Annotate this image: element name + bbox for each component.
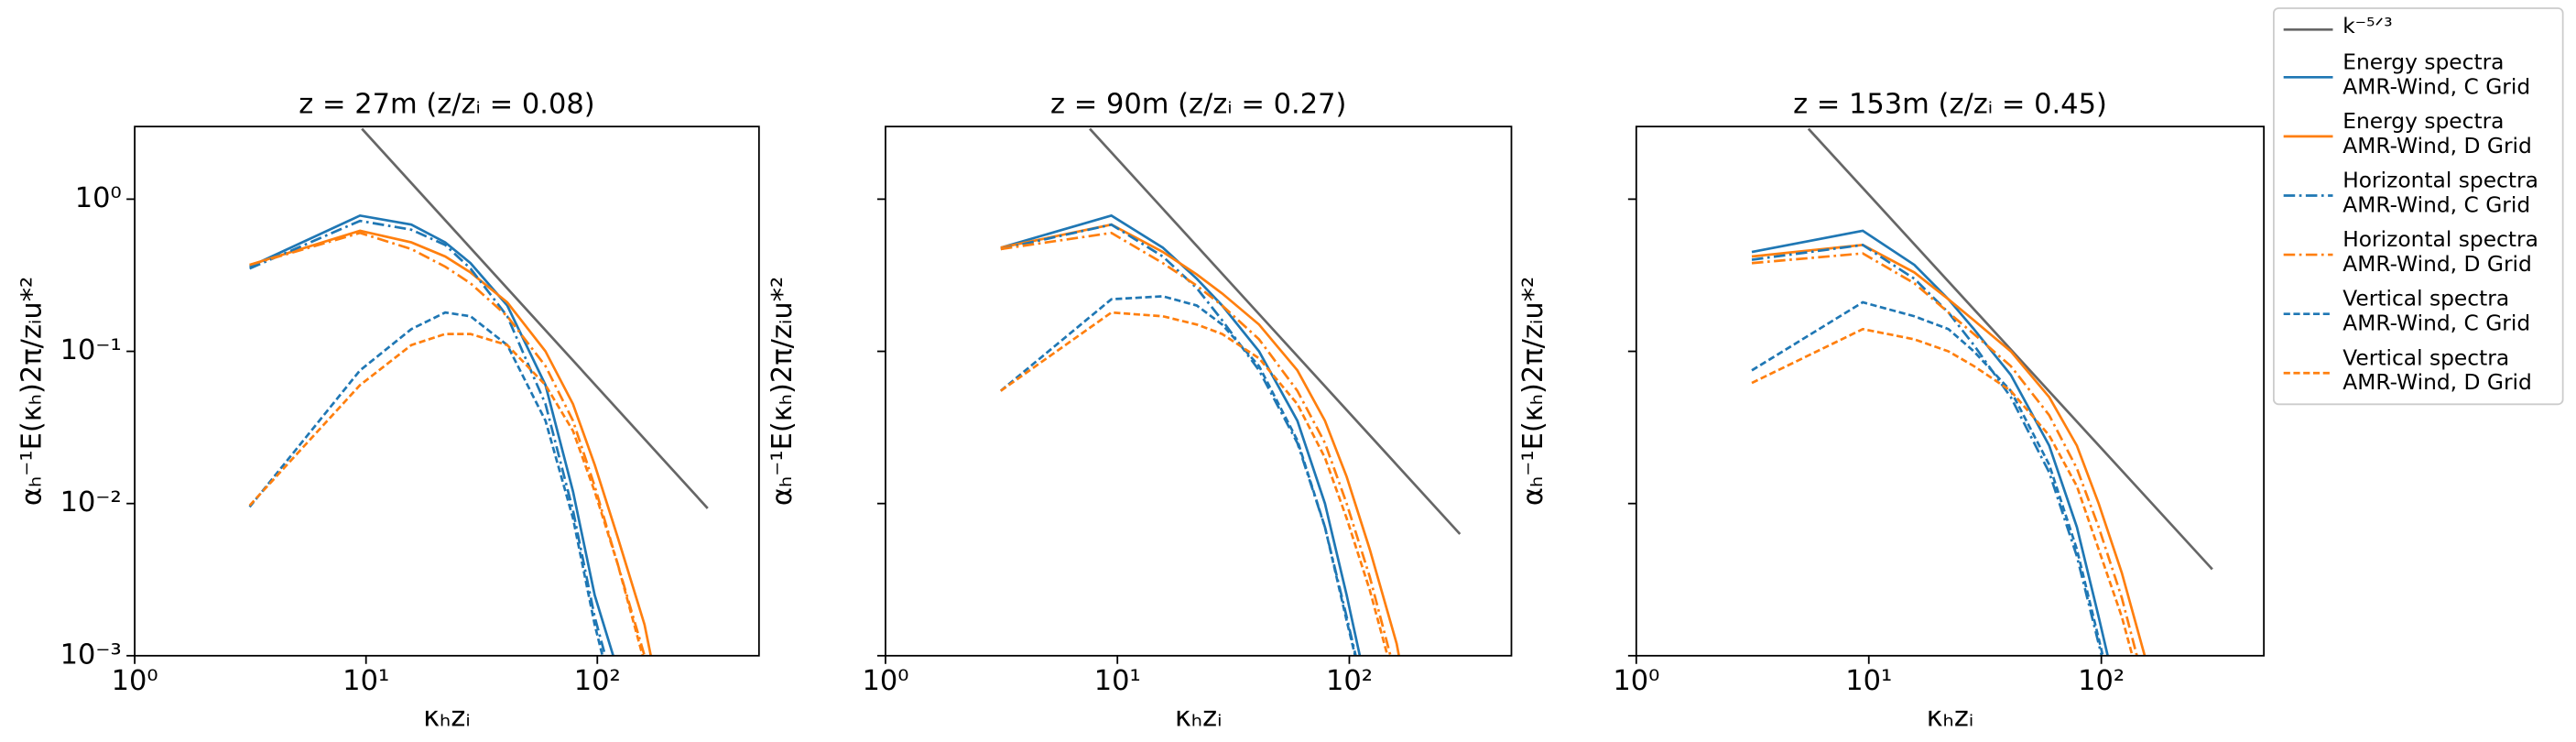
- x-axis-label: κₕzᵢ: [423, 701, 471, 733]
- series-line: [1000, 223, 1401, 656]
- series-line: [1000, 231, 1392, 656]
- series-line: [249, 231, 647, 656]
- plot-lines: [999, 127, 1462, 656]
- plot-frame: [1635, 125, 2266, 657]
- series-line: [1000, 223, 1357, 656]
- y-tick-label: 10⁰: [75, 182, 122, 214]
- series-line: [1751, 300, 2104, 656]
- chart-title: z = 90m (z/zᵢ = 0.27): [1050, 88, 1346, 120]
- plot-lines: [248, 127, 709, 656]
- y-tick-label: 10⁻¹: [60, 334, 122, 366]
- x-tick-label: 10²: [574, 665, 621, 697]
- chart-title: z = 153m (z/zᵢ = 0.45): [1793, 88, 2107, 120]
- series-line: [1000, 213, 1362, 656]
- y-axis-label: αₕ⁻¹E(κₕ)2π/zᵢu*²: [16, 277, 48, 506]
- legend-label: Vertical spectra AMR-Wind, C Grid: [2342, 287, 2531, 337]
- series-line: [249, 213, 615, 656]
- x-tick-label: 10⁰: [1613, 665, 1659, 697]
- legend-entry: Energy spectra AMR-Wind, D Grid: [2342, 110, 2532, 160]
- y-tick-label: 10⁻³: [60, 638, 122, 671]
- series-line: [999, 295, 1357, 656]
- legend-label: Energy spectra AMR-Wind, C Grid: [2342, 50, 2531, 101]
- series-line: [1751, 244, 2147, 656]
- legend-entry: Energy spectra AMR-Wind, C Grid: [2342, 50, 2531, 101]
- x-tick-label: 10²: [2078, 665, 2125, 697]
- series-line: [1751, 244, 2103, 656]
- x-tick-label: 10⁰: [112, 665, 158, 697]
- series-line: [248, 311, 604, 656]
- legend-label: k⁻⁵ᐟ³: [2342, 15, 2393, 40]
- x-axis-label: κₕzᵢ: [1927, 701, 1974, 733]
- plot-frame: [885, 125, 1513, 657]
- series-line: [361, 127, 709, 509]
- series-line: [1089, 127, 1462, 535]
- x-tick-label: 10¹: [1094, 665, 1141, 697]
- series-line: [1807, 127, 2213, 571]
- legend-entry: Horizontal spectra AMR-Wind, D Grid: [2342, 228, 2538, 278]
- x-axis-label: κₕzᵢ: [1175, 701, 1223, 733]
- x-tick-label: 10¹: [342, 665, 389, 697]
- x-tick-label: 10⁰: [862, 665, 908, 697]
- legend-label: Horizontal spectra AMR-Wind, C Grid: [2342, 169, 2538, 219]
- series-line: [1000, 311, 1389, 656]
- legend-label: Vertical spectra AMR-Wind, D Grid: [2342, 346, 2532, 397]
- y-tick-label: 10⁻²: [60, 486, 122, 518]
- legend-label: Energy spectra AMR-Wind, D Grid: [2342, 110, 2532, 160]
- series-line: [1751, 229, 2110, 656]
- x-tick-label: 10²: [1326, 665, 1373, 697]
- legend-entry: Vertical spectra AMR-Wind, D Grid: [2342, 346, 2532, 397]
- legend-entry: k⁻⁵ᐟ³: [2342, 15, 2393, 40]
- plot-frame: [134, 125, 760, 657]
- legend-entry: Horizontal spectra AMR-Wind, C Grid: [2342, 169, 2538, 219]
- legend-box: [2273, 7, 2564, 406]
- series-line: [248, 333, 645, 656]
- chart-title: z = 27m (z/zᵢ = 0.08): [299, 88, 594, 120]
- legend-label: Horizontal spectra AMR-Wind, D Grid: [2342, 228, 2538, 278]
- legend-entry: Vertical spectra AMR-Wind, C Grid: [2342, 287, 2531, 337]
- series-line: [1751, 252, 2138, 656]
- x-tick-label: 10¹: [1845, 665, 1892, 697]
- series-line: [249, 229, 653, 656]
- y-axis-label: αₕ⁻¹E(κₕ)2π/zᵢu*²: [1517, 277, 1549, 506]
- y-axis-label: αₕ⁻¹E(κₕ)2π/zᵢu*²: [766, 277, 799, 506]
- series-line: [249, 219, 607, 656]
- series-line: [1751, 327, 2134, 656]
- plot-lines: [1751, 127, 2213, 656]
